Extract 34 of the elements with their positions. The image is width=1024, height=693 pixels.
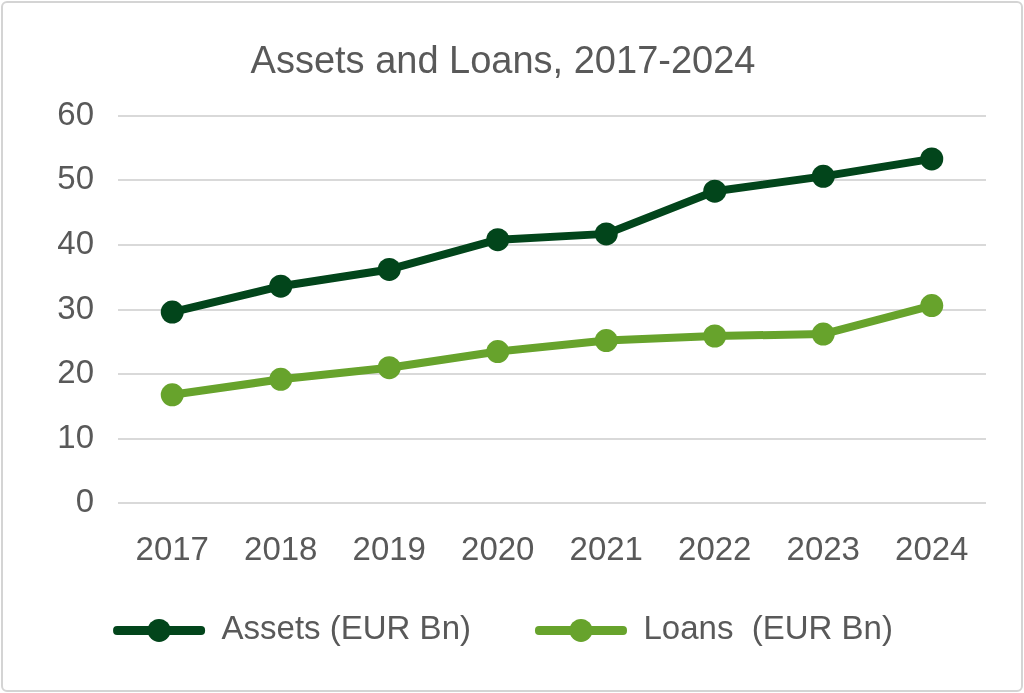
- x-tick-label: 2018: [244, 530, 318, 568]
- point: [377, 356, 401, 380]
- y-tick-label: 50: [57, 159, 94, 197]
- x-tick-label: 2022: [678, 530, 752, 568]
- legend-label: Loans (EUR Bn): [643, 609, 893, 647]
- point: [920, 147, 944, 171]
- y-tick-label: 10: [57, 417, 94, 455]
- y-tick-label: 0: [75, 482, 94, 520]
- point: [269, 274, 293, 298]
- point: [594, 222, 618, 246]
- x-tick-label: 2017: [135, 530, 209, 568]
- point: [160, 300, 184, 324]
- point: [160, 383, 184, 407]
- point: [811, 322, 835, 346]
- x-tick-label: 2024: [895, 530, 969, 568]
- y-tick-label: 60: [57, 94, 94, 132]
- x-tick-label: 2020: [461, 530, 535, 568]
- point: [920, 294, 944, 318]
- point: [594, 329, 618, 353]
- point: [811, 164, 835, 188]
- y-tick-label: 40: [57, 223, 94, 261]
- x-tick-label: 2021: [569, 530, 643, 568]
- x-tick-label: 2023: [786, 530, 860, 568]
- y-tick-label: 30: [57, 288, 94, 326]
- legend-label: Assets (EUR Bn): [221, 609, 471, 647]
- point: [486, 340, 510, 364]
- point: [703, 179, 727, 203]
- point: [486, 228, 510, 252]
- y-tick-label: 20: [57, 353, 94, 391]
- point: [377, 257, 401, 281]
- point: [269, 367, 293, 391]
- point: [703, 324, 727, 348]
- chart-title: Assets and Loans, 2017-2024: [250, 39, 756, 82]
- x-tick-label: 2019: [352, 530, 426, 568]
